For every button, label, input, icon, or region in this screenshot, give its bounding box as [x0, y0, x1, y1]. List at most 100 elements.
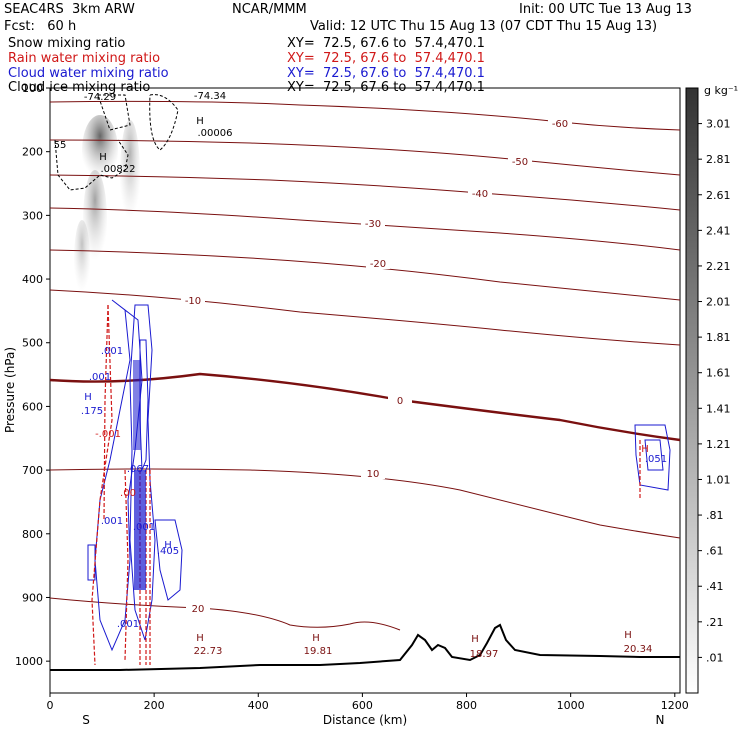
- plot-frame: [49, 87, 681, 694]
- x-axis-right-end: N: [656, 713, 665, 727]
- field-label: 19.81: [304, 646, 333, 657]
- y-tick-label: 100: [22, 82, 43, 95]
- snow-shading: [74, 115, 140, 300]
- isotherm-label: -20: [370, 259, 386, 270]
- legend-cloudwater-label: Cloud water mixing ratio: [8, 66, 169, 81]
- field-label: -74.29: [84, 92, 116, 103]
- field-label: H: [164, 540, 172, 551]
- x-tick-label: 1200: [661, 699, 689, 712]
- field-label: .001: [101, 516, 123, 527]
- colorbar-tick-label: 2.61: [706, 189, 731, 202]
- field-label: 22.73: [194, 646, 223, 657]
- legend-snow-xy: XY= 72.5, 67.6 to 57.4,470.1: [287, 36, 485, 51]
- cloud-core: [133, 360, 146, 590]
- field-label: -.001: [95, 429, 121, 440]
- isotherm-label: -60: [552, 119, 568, 130]
- cloud-ice-contours: [54, 94, 179, 191]
- field-label: H: [471, 634, 479, 645]
- colorbar-tick-label: 1.21: [706, 438, 731, 451]
- y-tick-label: 400: [22, 273, 43, 286]
- isotherm-label-bg: [508, 156, 532, 167]
- isotherm-label-bg: [186, 603, 210, 614]
- field-label: 20.34: [624, 644, 653, 655]
- isotherm-line: [49, 249, 681, 301]
- isotherm-label-bg: [361, 468, 385, 479]
- y-tick-label: 1000: [15, 655, 43, 668]
- isotherm-line: [49, 207, 681, 251]
- field-label: 55: [54, 140, 67, 151]
- field-label: .001: [101, 346, 123, 357]
- field-label: .00006: [198, 128, 233, 139]
- field-label: .001: [117, 619, 139, 630]
- colorbar-tick-label: 3.01: [706, 118, 731, 131]
- x-tick-label: 800: [456, 699, 477, 712]
- x-axis-left-end: S: [82, 713, 90, 727]
- y-axis-label: Pressure (hPa): [3, 347, 17, 433]
- y-axis-ticks: 1000 900 800 700 600 500 400 300 200 100: [15, 82, 50, 668]
- x-tick-label: 600: [352, 699, 373, 712]
- legend-cloudwater-xy: XY= 72.5, 67.6 to 57.4,470.1: [287, 66, 485, 81]
- field-label: H: [312, 633, 320, 644]
- isotherm-line: [49, 289, 681, 346]
- field-label: H: [196, 116, 204, 127]
- isotherm-labels: -60 -50 -40 -30 -20 -10 0 10 20: [181, 118, 572, 615]
- field-label: .001: [133, 522, 155, 533]
- init-time: Init: 00 UTC Tue 13 Aug 13: [519, 2, 692, 17]
- legend-snow-label: Snow mixing ratio: [8, 36, 126, 51]
- y-tick-label: 900: [22, 591, 43, 604]
- isotherm-label: -10: [185, 296, 201, 307]
- y-tick-label: 300: [22, 209, 43, 222]
- colorbar-tick-label: 1.81: [706, 331, 731, 344]
- isotherm-line: [49, 139, 681, 176]
- valid-time: Valid: 12 UTC Thu 15 Aug 13 (07 CDT Thu …: [310, 19, 658, 34]
- model-title: SEAC4RS 3km ARW: [4, 2, 135, 17]
- colorbar: 3.01 2.81 2.61 2.41 2.21 2.01 1.81 1.61 1.41 1.21…: [685, 87, 731, 694]
- colorbar-tick-label: 1.61: [706, 367, 731, 380]
- colorbar-ticks: 3.01 2.81 2.61 2.41 2.21 2.01 1.81 1.61 1.41 1.21…: [698, 118, 731, 664]
- terrain-line: [50, 623, 680, 671]
- colorbar-tick-label: .81: [706, 509, 724, 522]
- rain-water-contours: [91, 304, 641, 666]
- isotherm-label-bg: [366, 258, 390, 269]
- colorbar-tick-label: 2.81: [706, 153, 731, 166]
- isotherm-label: -40: [472, 189, 488, 200]
- field-label: .067: [127, 464, 149, 475]
- isotherm-line: [49, 100, 681, 131]
- colorbar-tick-label: .21: [706, 616, 724, 629]
- field-label: .175: [81, 406, 103, 417]
- x-tick-label: 0: [47, 699, 54, 712]
- x-axis-ticks: 0 200 400 600 800 1000 1200: [47, 693, 689, 712]
- isotherm-line: [49, 372, 681, 442]
- isotherm-label-bg: [181, 295, 205, 306]
- y-tick-label: 600: [22, 400, 43, 413]
- y-tick-label: 700: [22, 464, 43, 477]
- y-tick-label: 800: [22, 528, 43, 541]
- field-label: H: [84, 392, 92, 403]
- colorbar-tick-label: 2.21: [706, 260, 731, 273]
- isotherm-label-bg: [468, 188, 492, 199]
- field-label: H: [196, 633, 204, 644]
- field-label: H: [99, 152, 107, 163]
- colorbar-tick-label: .01: [706, 651, 724, 664]
- field-label: -74.34: [194, 91, 226, 102]
- field-label: .00: [120, 488, 136, 499]
- isotherm-line: [49, 468, 681, 539]
- field-label: .405: [157, 546, 179, 557]
- field-label: 18.97: [470, 649, 499, 660]
- colorbar-unit: g kg⁻¹: [704, 84, 738, 97]
- isotherm-label: -50: [512, 157, 528, 168]
- colorbar-tick-label: .41: [706, 580, 724, 593]
- colorbar-tick-label: .61: [706, 545, 724, 558]
- isotherm-label-bg: [548, 118, 572, 129]
- field-label: .051: [645, 454, 667, 465]
- isotherm-label-bg: [388, 395, 412, 406]
- field-label: .001: [89, 372, 111, 383]
- forecast-hour: Fcst: 60 h: [4, 19, 77, 34]
- field-label: H: [624, 630, 632, 641]
- colorbar-tick-label: 2.01: [706, 296, 731, 309]
- colorbar-tick-label: 1.01: [706, 473, 731, 486]
- isotherm-line: [49, 174, 681, 211]
- x-tick-label: 1000: [557, 699, 585, 712]
- isotherm-label: 0: [397, 396, 403, 407]
